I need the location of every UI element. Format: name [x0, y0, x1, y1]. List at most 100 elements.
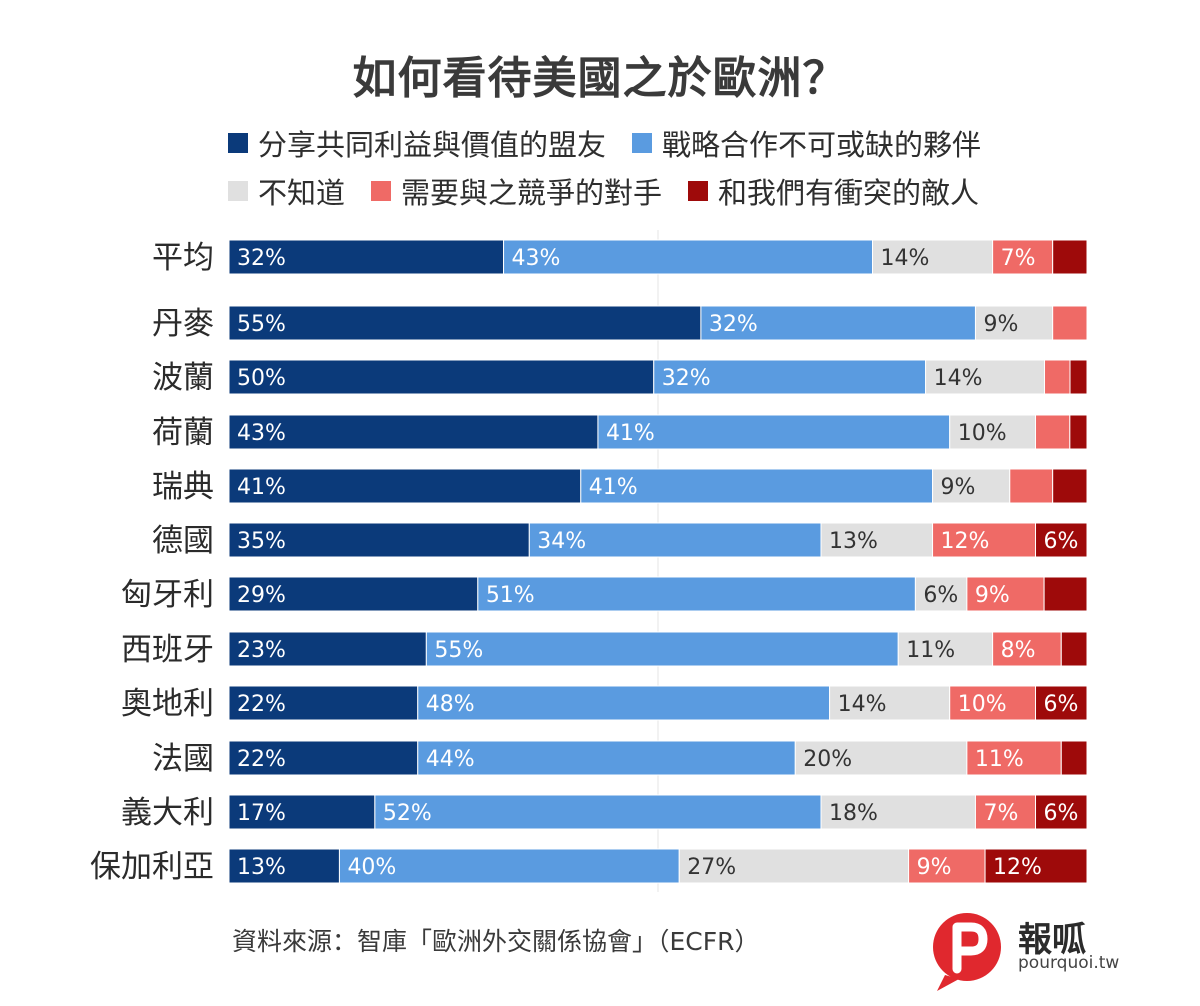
category-label: 丹麥 [152, 306, 214, 342]
bar-segment [1035, 685, 1088, 721]
legend-swatch-ally [228, 133, 248, 153]
category-label: 義大利 [121, 795, 214, 831]
value-label: 52% [383, 801, 432, 826]
value-label: 14% [881, 246, 930, 271]
bar-segment [228, 685, 419, 721]
bar-segment [1035, 522, 1088, 558]
bar-segment [992, 631, 1062, 667]
value-label: 7% [983, 801, 1018, 826]
value-label: 22% [237, 747, 286, 772]
value-label: 40% [347, 855, 396, 880]
value-label: 44% [426, 747, 475, 772]
value-label: 9% [983, 312, 1018, 337]
legend-swatch-unknown [228, 181, 248, 201]
bar-segment [678, 848, 910, 884]
value-label: 23% [237, 638, 286, 663]
bar-segment [966, 576, 1045, 612]
category-label: 德國 [152, 523, 214, 559]
bar-segment [528, 522, 822, 558]
legend-label-rival: 需要與之競爭的對手 [401, 176, 663, 210]
chart-title: 如何看待美國之於歐洲？ [352, 53, 848, 104]
value-label: 32% [709, 312, 758, 337]
bar-segment [949, 414, 1037, 450]
bar-segment [417, 685, 831, 721]
legend-row-2: 不知道 需要與之競爭的對手 和我們有衝突的敵人 [228, 170, 1005, 212]
value-label: 6% [1044, 692, 1079, 717]
bar-segment [966, 740, 1062, 776]
value-label: 7% [1001, 246, 1036, 271]
value-label: 6% [1044, 529, 1079, 554]
bar-segment [1060, 740, 1088, 776]
bar-segment [228, 631, 427, 667]
legend-swatch-partner [632, 133, 653, 153]
value-label: 17% [237, 801, 286, 826]
value-label: 34% [537, 529, 586, 554]
pourquoi-logo-icon [933, 913, 1001, 991]
bar-segment [228, 576, 479, 612]
value-label: 9% [975, 583, 1010, 608]
legend-item-ally: 分享共同利益與價值的盟友 [228, 122, 606, 164]
value-label: 55% [434, 638, 483, 663]
bar-segment [1052, 239, 1088, 275]
category-label: 奧地利 [121, 686, 214, 722]
legend-swatch-adversary [688, 181, 709, 201]
bar-segment [820, 522, 934, 558]
value-label: 10% [958, 421, 1007, 446]
value-label: 50% [237, 366, 286, 391]
bar-segment [228, 468, 582, 504]
legend-label-unknown: 不知道 [258, 176, 346, 210]
bar-segment [974, 794, 1037, 830]
legend-label-adversary: 和我們有衝突的敵人 [718, 176, 980, 210]
bar-segment [820, 794, 976, 830]
value-label: 41% [606, 421, 655, 446]
category-label: 波蘭 [152, 360, 214, 396]
category-label: 保加利亞 [90, 849, 214, 885]
bar-segment [932, 468, 1011, 504]
bar-segment [653, 359, 927, 395]
value-label: 27% [687, 855, 736, 880]
value-label: 41% [589, 475, 638, 500]
bar-segment [580, 468, 934, 504]
bar-segment [338, 848, 680, 884]
bar-segment [1009, 468, 1054, 504]
bar-segment [228, 414, 599, 450]
category-label: 法國 [152, 741, 214, 777]
value-label: 29% [237, 583, 286, 608]
bar-segment [228, 794, 376, 830]
value-label: 14% [934, 366, 983, 391]
bar-segment [228, 848, 340, 884]
value-label: 35% [237, 529, 286, 554]
category-label: 匈牙利 [121, 577, 214, 613]
value-label: 43% [237, 421, 286, 446]
value-label: 51% [486, 583, 535, 608]
bar-segment [503, 239, 873, 275]
value-label: 13% [237, 855, 286, 880]
category-label: 西班牙 [121, 632, 214, 668]
value-label: 12% [993, 855, 1042, 880]
value-label: 32% [237, 246, 286, 271]
value-label: 18% [829, 801, 878, 826]
legend-item-adversary: 和我們有衝突的敵人 [688, 170, 979, 212]
value-label: 20% [803, 747, 852, 772]
value-label: 10% [958, 692, 1007, 717]
bar-segment [1052, 468, 1088, 504]
value-label: 14% [838, 692, 887, 717]
bar-segment [1043, 576, 1088, 612]
bar-segment [1052, 305, 1088, 341]
category-label: 平均 [152, 240, 214, 276]
value-label: 11% [975, 747, 1024, 772]
bar-segment [897, 631, 994, 667]
category-label: 荷蘭 [152, 415, 214, 451]
bar-segment [228, 239, 505, 275]
bar-segment [1069, 414, 1088, 450]
bar-segment [984, 848, 1088, 884]
bar-segment [914, 576, 968, 612]
bar-segment [597, 414, 951, 450]
value-label: 9% [917, 855, 952, 880]
bar-segment [228, 359, 655, 395]
bar-segment [872, 239, 994, 275]
value-label: 8% [1001, 638, 1036, 663]
bar-segment [477, 576, 916, 612]
logo-url: pourquoi.tw [1018, 953, 1120, 973]
